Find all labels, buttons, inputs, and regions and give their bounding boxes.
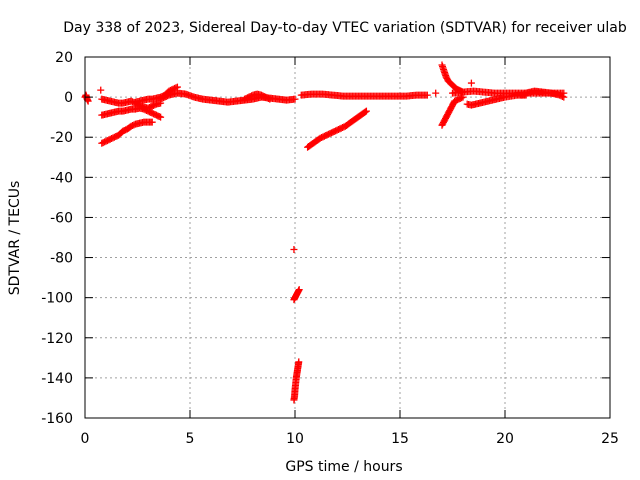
tick-marks — [84, 56, 611, 419]
plot-frame — [84, 56, 611, 419]
data-point — [173, 83, 181, 91]
y-tick-label: -160 — [41, 411, 73, 427]
y-tick-label: -140 — [41, 371, 73, 387]
data-point — [266, 95, 274, 103]
y-tick-label: -60 — [50, 210, 73, 226]
data-point — [295, 358, 303, 366]
x-tick-label: 0 — [81, 431, 90, 447]
y-tick-label: -80 — [50, 251, 73, 267]
data-point — [362, 107, 370, 115]
data-point — [560, 93, 568, 101]
data-point — [291, 95, 299, 103]
y-tick-label: 20 — [55, 50, 73, 66]
x-tick-label: 5 — [186, 431, 195, 447]
data-point — [157, 113, 165, 121]
data-point — [84, 97, 92, 105]
x-tick-label: 20 — [496, 431, 514, 447]
data-point — [467, 79, 475, 87]
x-tick-label: 10 — [286, 431, 304, 447]
y-tick-label: -40 — [50, 170, 73, 186]
data-point — [155, 112, 163, 120]
y-tick-label: 0 — [64, 90, 73, 106]
y-tick-label: -120 — [41, 331, 73, 347]
x-axis-label: GPS time / hours — [285, 459, 402, 475]
y-axis-label: SDTVAR / TECUs — [7, 181, 23, 296]
x-tick-label: 15 — [391, 431, 409, 447]
grid-lines — [85, 57, 610, 418]
data-point — [97, 86, 105, 94]
data-point — [295, 286, 303, 294]
data-point — [148, 118, 156, 126]
tick-labels: 0 5 10 15 20 25 20 0 -20 -40 -60 -80 -100 -120 -140 -16… — [41, 50, 619, 447]
data-point — [361, 108, 369, 116]
data-point — [264, 94, 272, 102]
data-point — [290, 246, 298, 254]
data-point — [423, 91, 431, 99]
data-point — [558, 92, 566, 100]
y-tick-label: -20 — [50, 130, 73, 146]
x-tick-label: 25 — [601, 431, 619, 447]
data-points — [81, 61, 568, 404]
y-tick-label: -100 — [41, 291, 73, 307]
data-point — [432, 89, 440, 97]
chart-title: Day 338 of 2023, Sidereal Day-to-day VTE… — [63, 20, 627, 36]
